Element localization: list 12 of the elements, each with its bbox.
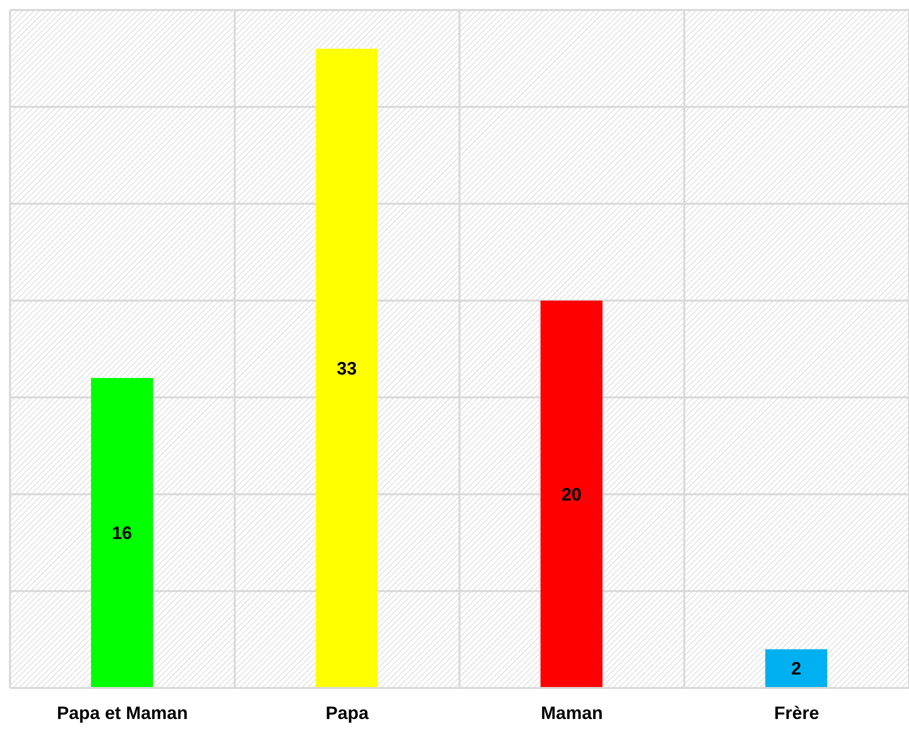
bar xyxy=(91,378,153,688)
bar xyxy=(316,48,378,688)
data-label: 20 xyxy=(561,484,582,504)
data-label: 16 xyxy=(112,523,132,544)
bar xyxy=(765,649,828,688)
x-tick-label: Papa xyxy=(326,702,370,723)
x-tick-label: Frère xyxy=(774,702,820,723)
data-label: 33 xyxy=(336,358,357,378)
x-tick-label: Maman xyxy=(540,702,603,723)
x-tick-label: Papa et Maman xyxy=(56,702,188,723)
data-label: 2 xyxy=(791,658,802,679)
bar xyxy=(540,300,602,688)
